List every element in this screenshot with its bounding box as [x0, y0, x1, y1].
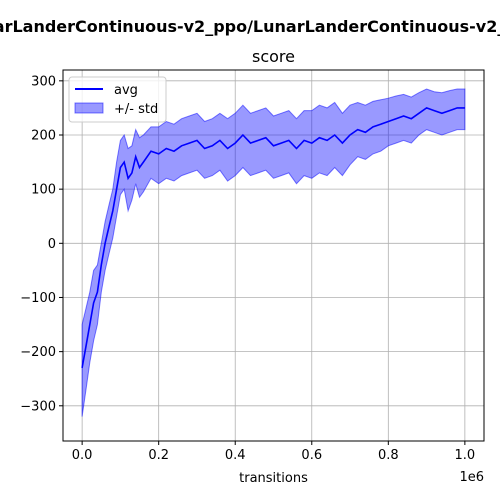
grid-vertical-lines: [81, 70, 466, 441]
x-tick-label: 0.4: [225, 448, 246, 463]
plot-background: [63, 70, 484, 441]
y-tick-label: 300: [31, 74, 56, 89]
plot-area: [62, 69, 485, 442]
legend-std-swatch: [74, 102, 104, 114]
figure-suptitle: LunarLanderContinuous-v2_ppo/LunarLander…: [0, 17, 500, 36]
x-axis-offset-label: 1e6: [459, 470, 484, 485]
y-tick-label: 200: [31, 128, 56, 143]
x-tick-label: 1.0: [455, 448, 476, 463]
plot-frame: [62, 69, 485, 442]
std-band: [81, 88, 466, 417]
y-tick-label: −100: [20, 291, 56, 306]
legend: avg +/- std: [68, 76, 167, 123]
avg-line: [81, 107, 465, 369]
x-axis-label: transitions: [239, 471, 308, 486]
x-tick-label: 0.8: [378, 448, 399, 463]
legend-avg-label: avg: [114, 83, 138, 98]
y-tick-label: 100: [31, 183, 56, 198]
y-tick-label: −300: [20, 399, 56, 414]
x-tick-label: 0.2: [148, 448, 169, 463]
axes-title: score: [252, 47, 295, 66]
x-tick-label: 0.0: [72, 448, 93, 463]
y-tick-label: −200: [20, 345, 56, 360]
y-tick-label: 0: [48, 237, 56, 252]
x-tick-label: 0.6: [301, 448, 322, 463]
y-axis-ticks: −300 −200 −100 0 100 200 300: [20, 74, 63, 414]
legend-std-label: +/- std: [114, 102, 158, 117]
x-axis-ticks: 0.0 0.2 0.4 0.6 0.8 1.0: [72, 441, 475, 463]
